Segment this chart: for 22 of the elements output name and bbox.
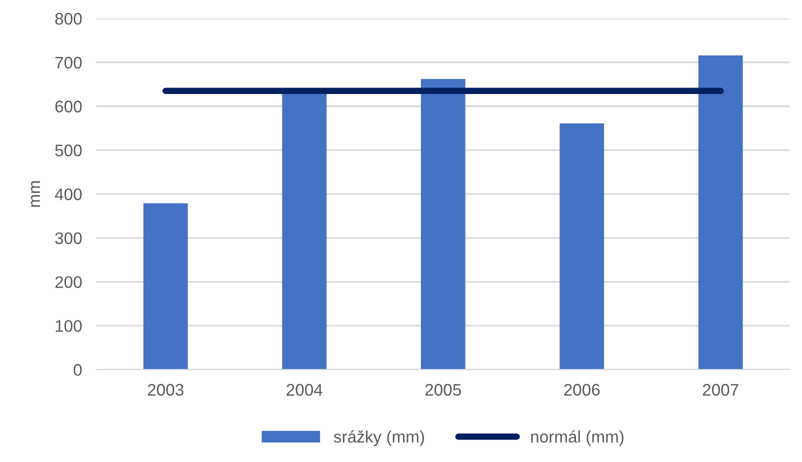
y-tick-label: 400 [54, 188, 82, 200]
y-tick-label: 800 [55, 12, 82, 25]
x-tick-label: 2006 [564, 384, 600, 396]
y-tick-label: 0 [74, 364, 82, 376]
y-axis-title: mm [31, 181, 40, 207]
x-tick-label: 2007 [702, 384, 738, 396]
bar [698, 55, 743, 370]
x-tick-label: 2004 [286, 384, 322, 396]
y-tick-label: 200 [55, 276, 82, 288]
y-tick-label: 500 [55, 144, 82, 156]
y-tick-label: 100 [56, 320, 82, 332]
legend-label: srážky (mm) [334, 430, 424, 446]
bar [560, 123, 604, 370]
y-tick-label: 300 [55, 232, 82, 244]
y-tick-label: 700 [55, 56, 82, 69]
x-tick-label: 2005 [425, 384, 461, 396]
x-tick-label: 2003 [148, 384, 184, 396]
y-tick-label: 600 [55, 100, 82, 112]
bar [143, 203, 188, 370]
bar [420, 79, 466, 370]
legend-label: normál (mm) [531, 430, 624, 446]
bar [282, 92, 327, 370]
